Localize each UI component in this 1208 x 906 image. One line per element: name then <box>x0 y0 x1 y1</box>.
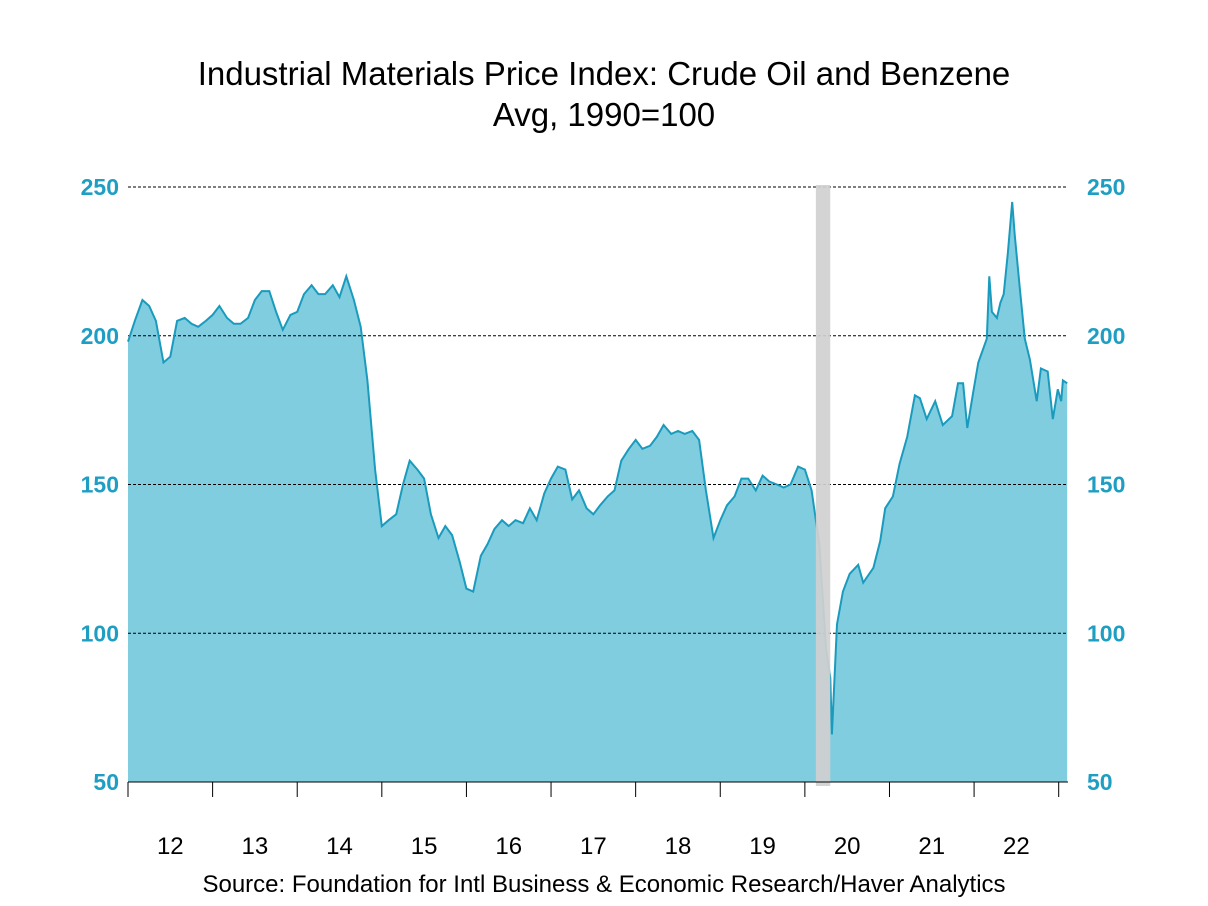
y-tick-label-left: 250 <box>81 174 119 200</box>
x-tick-label: 13 <box>242 833 269 860</box>
y-tick-label-left: 150 <box>81 472 119 498</box>
y-tick-label-right: 200 <box>1087 323 1125 349</box>
chart-subtitle: Avg, 1990=100 <box>492 96 716 133</box>
x-tick-label: 18 <box>665 833 692 860</box>
x-tick-label: 15 <box>411 833 438 860</box>
series-area <box>128 201 1068 782</box>
y-tick-label-right: 50 <box>1087 769 1113 795</box>
x-tick-label: 19 <box>749 833 776 860</box>
x-tick-label: 20 <box>834 833 861 860</box>
y-tick-label-left: 200 <box>81 323 119 349</box>
x-tick-label: 17 <box>580 833 607 860</box>
x-tick-label: 14 <box>326 833 353 860</box>
y-tick-label-left: 50 <box>93 769 119 795</box>
chart-title: Industrial Materials Price Index: Crude … <box>197 55 1011 92</box>
y-tick-label-right: 250 <box>1087 174 1125 200</box>
series-line <box>127 201 1068 735</box>
y-tick-label-right: 150 <box>1087 472 1125 498</box>
x-tick-label: 16 <box>495 833 522 860</box>
y-tick-label-left: 100 <box>81 620 119 646</box>
y-tick-label-right: 100 <box>1087 620 1125 646</box>
recession-bar <box>815 185 831 786</box>
x-tick-label: 21 <box>918 833 945 860</box>
x-tick-label: 12 <box>157 833 184 860</box>
x-tick-label: 22 <box>1003 833 1030 860</box>
source-note: Source: Foundation for Intl Business & E… <box>202 871 1006 898</box>
